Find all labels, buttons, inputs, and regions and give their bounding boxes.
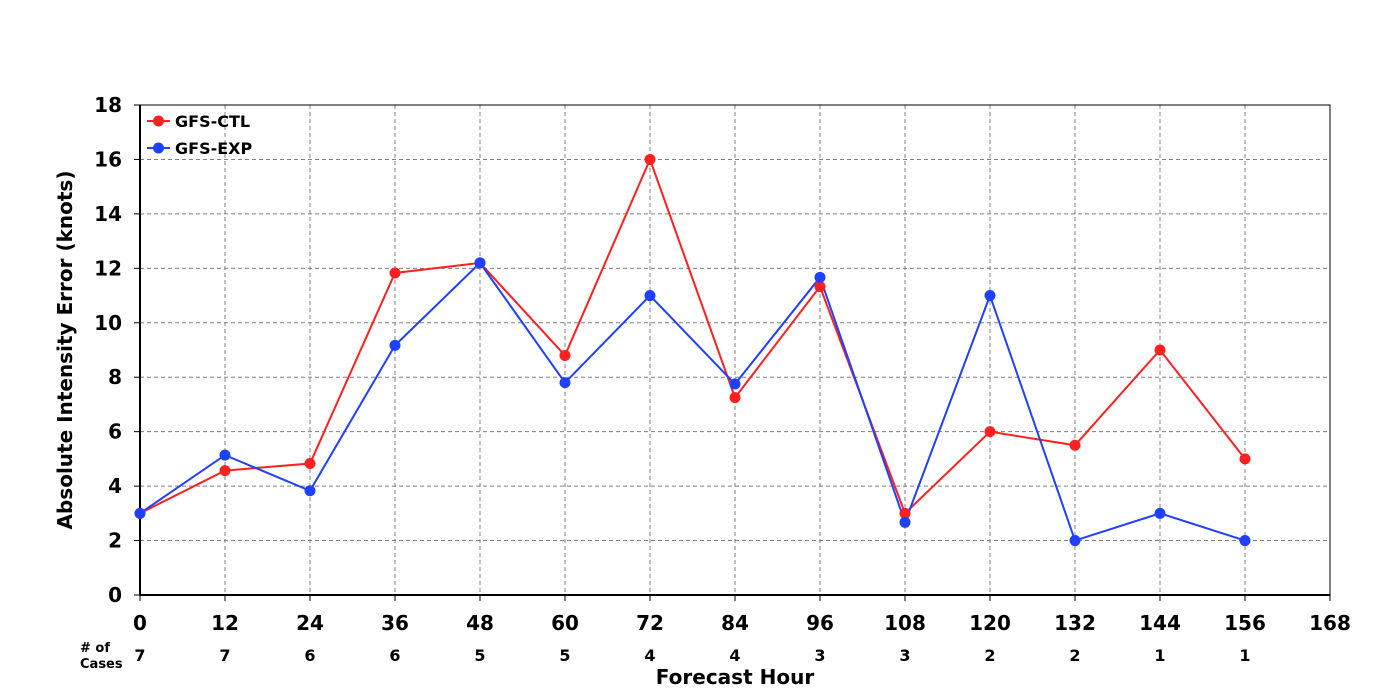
data-point-gfs-exp (729, 378, 741, 390)
cases-value: 6 (389, 646, 400, 665)
y-axis-title: Absolute Intensity Error (knots) (53, 171, 77, 530)
series-line-gfs-exp (139, 261, 1246, 542)
x-tick-label: 144 (1139, 611, 1181, 635)
cases-value: 2 (1069, 646, 1080, 665)
data-point-gfs-ctl (389, 267, 401, 279)
data-point-gfs-exp (304, 485, 316, 497)
cases-label-line1: # of (80, 641, 110, 656)
x-tick-label: 108 (884, 611, 926, 635)
series-layer (134, 153, 1251, 547)
x-tick-label: 36 (381, 611, 409, 635)
data-point-gfs-ctl (1239, 453, 1251, 465)
cases-value: 3 (899, 646, 910, 665)
cases-value: 3 (814, 646, 825, 665)
cases-value: 1 (1154, 646, 1165, 665)
legend-marker-gfs-ctl (153, 115, 164, 127)
x-tick-label: 60 (551, 611, 579, 635)
data-point-gfs-ctl (219, 465, 231, 477)
data-point-gfs-exp (474, 257, 486, 269)
data-point-gfs-exp (984, 290, 996, 302)
x-tick-label: 168 (1309, 611, 1351, 635)
y-tick-label: 8 (108, 365, 122, 389)
legend-label-gfs-ctl: GFS-CTL (175, 112, 250, 131)
data-point-gfs-exp (1154, 507, 1166, 519)
data-point-gfs-ctl (729, 392, 741, 404)
x-tick-label: 120 (969, 611, 1011, 635)
grid-layer (140, 105, 1330, 595)
data-point-gfs-exp (1239, 535, 1251, 547)
x-tick-label: 12 (211, 611, 239, 635)
data-point-gfs-ctl (644, 153, 656, 165)
cases-value: 6 (304, 646, 315, 665)
y-tick-label: 0 (108, 583, 122, 607)
y-tick-label: 2 (108, 529, 122, 553)
cases-value: 5 (474, 646, 485, 665)
cases-value: 4 (644, 646, 655, 665)
y-tick-label: 18 (94, 93, 122, 117)
x-tick-label: 72 (636, 611, 664, 635)
data-point-gfs-ctl (559, 349, 571, 361)
series-line-gfs-ctl (139, 156, 1246, 516)
y-tick-label: 14 (94, 202, 122, 226)
tick-layer: 0 12 24 36 48 60 72 84 96 108 120 132 144 156 16802468… (94, 93, 1351, 635)
data-point-gfs-exp (899, 516, 911, 528)
data-point-gfs-ctl (1154, 344, 1166, 356)
data-point-gfs-exp (1069, 535, 1081, 547)
cases-value: 2 (984, 646, 995, 665)
y-tick-label: 16 (94, 147, 122, 171)
y-tick-label: 4 (108, 474, 122, 498)
cases-value: 1 (1239, 646, 1250, 665)
data-point-gfs-exp (134, 507, 146, 519)
data-point-gfs-ctl (899, 507, 911, 519)
legend: GFS-CTL GFS-EXP (147, 112, 252, 158)
data-point-gfs-exp (814, 271, 826, 283)
x-tick-label: 0 (133, 611, 147, 635)
y-tick-label: 10 (94, 311, 122, 335)
data-point-gfs-ctl (984, 426, 996, 438)
data-point-gfs-exp (559, 377, 571, 389)
cases-value: 7 (219, 646, 230, 665)
cases-layer: # of Cases 7 7 6 6 5 5 4 4 3 3 2 2 1 1 (80, 641, 1251, 672)
x-axis-title: Forecast Hour (656, 665, 815, 689)
cases-value: 4 (729, 646, 740, 665)
x-tick-label: 84 (721, 611, 749, 635)
cases-value: 5 (559, 646, 570, 665)
x-tick-label: 48 (466, 611, 494, 635)
x-tick-label: 132 (1054, 611, 1096, 635)
data-point-gfs-ctl (814, 281, 826, 293)
data-point-gfs-ctl (304, 458, 316, 470)
cases-value: 7 (134, 646, 145, 665)
y-tick-label: 12 (94, 256, 122, 280)
y-tick-label: 6 (108, 420, 122, 444)
legend-marker-gfs-exp (153, 142, 164, 154)
x-tick-label: 96 (806, 611, 834, 635)
data-point-gfs-exp (389, 339, 401, 351)
data-point-gfs-exp (644, 290, 656, 302)
cases-label-line2: Cases (80, 657, 123, 672)
data-point-gfs-exp (219, 449, 231, 461)
data-point-gfs-ctl (1069, 439, 1081, 451)
legend-label-gfs-exp: GFS-EXP (175, 139, 252, 158)
x-tick-label: 156 (1224, 611, 1266, 635)
x-tick-label: 24 (296, 611, 324, 635)
